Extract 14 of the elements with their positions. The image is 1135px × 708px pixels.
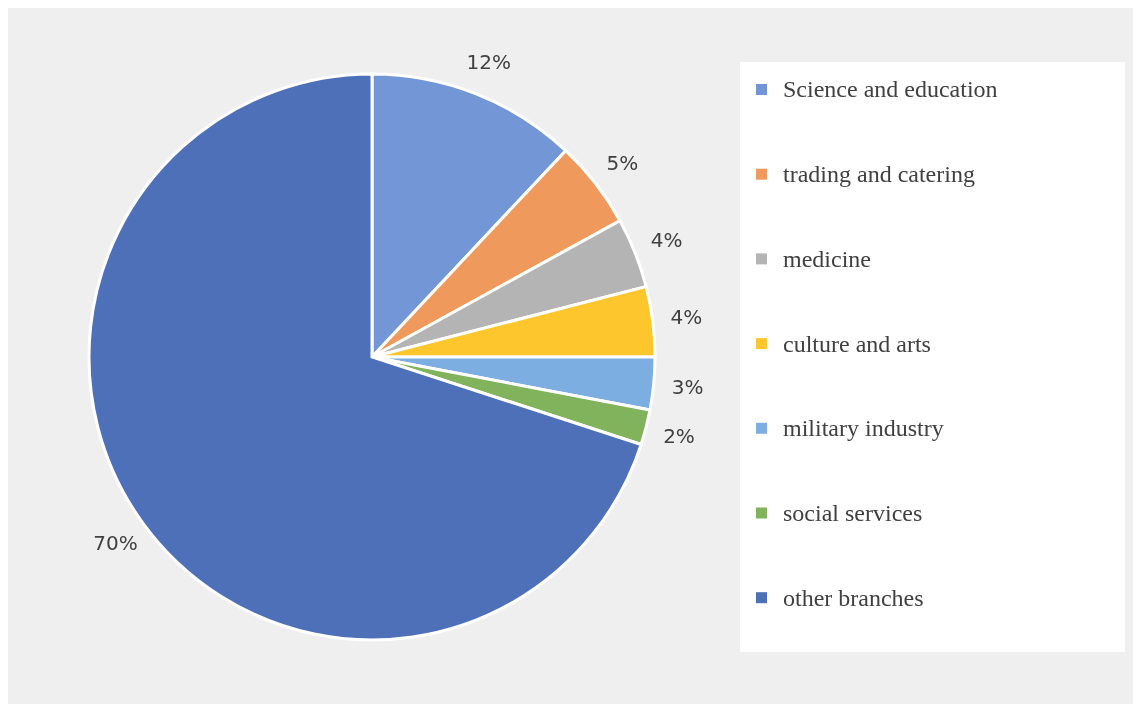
legend-label: other branches <box>783 584 924 611</box>
legend-label: social services <box>783 499 923 526</box>
data-label: 5% <box>606 150 639 175</box>
data-label: 3% <box>671 374 704 399</box>
legend-label: medicine <box>783 245 871 272</box>
data-label: 70% <box>93 531 138 556</box>
data-label: 4% <box>670 305 703 330</box>
legend-label: Science and education <box>783 76 998 103</box>
legend-label: trading and catering <box>783 161 975 188</box>
legend-label: military industry <box>783 415 944 442</box>
data-label: 4% <box>650 228 683 253</box>
legend-label: culture and arts <box>783 330 931 357</box>
data-label: 2% <box>663 423 695 448</box>
data-label: 12% <box>466 50 511 75</box>
